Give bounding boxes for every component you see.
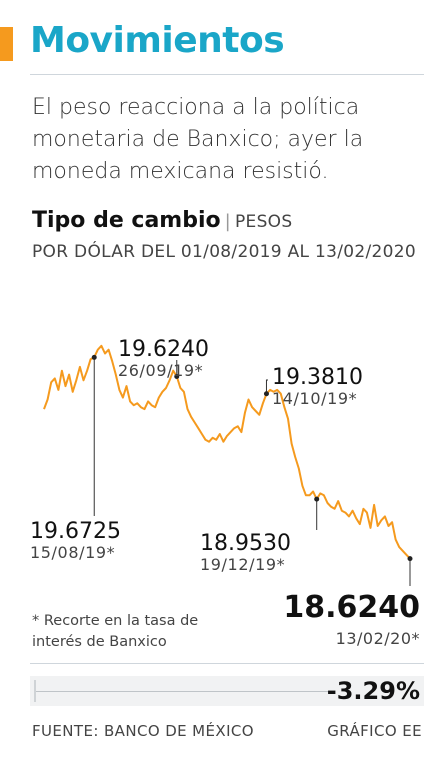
footnote: * Recorte en la tasa de interés de Banxi… [32, 613, 199, 650]
series-line [43, 344, 411, 560]
footer-credit: GRÁFICO EE [327, 722, 422, 740]
last-value-marker [407, 556, 413, 562]
annotation-value: 19.3810 [272, 365, 363, 390]
change-divider [30, 663, 424, 664]
annotation-date: 19/12/19* [200, 555, 285, 574]
change-bar-line [36, 691, 334, 692]
annotation-leader [265, 379, 268, 394]
page-title: Movimientos [30, 20, 285, 61]
accent-bar [0, 27, 13, 61]
annotation-marker [91, 354, 97, 360]
annotation-value: 19.6240 [118, 337, 209, 362]
annotation-value: 19.6725 [30, 519, 121, 544]
last-date: 13/02/20* [335, 629, 420, 648]
annotation-date: 26/09/19* [118, 361, 203, 380]
annotation-date: 14/10/19* [272, 389, 357, 408]
chart-range: POR DÓLAR DEL 01/08/2019 AL 13/02/2020 [32, 242, 417, 262]
chart-units: PESOS [235, 212, 293, 232]
change-bar-tick [34, 680, 36, 702]
footer-source: FUENTE: BANCO DE MÉXICO [32, 722, 254, 740]
chart-header-separator: | [224, 211, 231, 232]
annotation-markers [91, 354, 413, 562]
last-value: 18.6240 [283, 590, 420, 625]
subtitle: El peso reacciona a la política monetari… [32, 95, 364, 184]
annotation-marker [174, 374, 180, 379]
annotation-value: 18.9530 [200, 531, 291, 556]
change-value: -3.29% [326, 677, 420, 705]
annotation-marker [263, 391, 269, 397]
annotation-leaders [93, 357, 411, 586]
annotation-date: 15/08/19* [30, 543, 115, 562]
change-bar: -3.29% [30, 676, 424, 706]
chart-header: Tipo de cambio | PESOS POR DÓLAR DEL 01/08… [32, 206, 422, 267]
title-divider [30, 74, 424, 75]
chart-label: Tipo de cambio [32, 208, 221, 233]
annotation-marker [314, 496, 320, 502]
